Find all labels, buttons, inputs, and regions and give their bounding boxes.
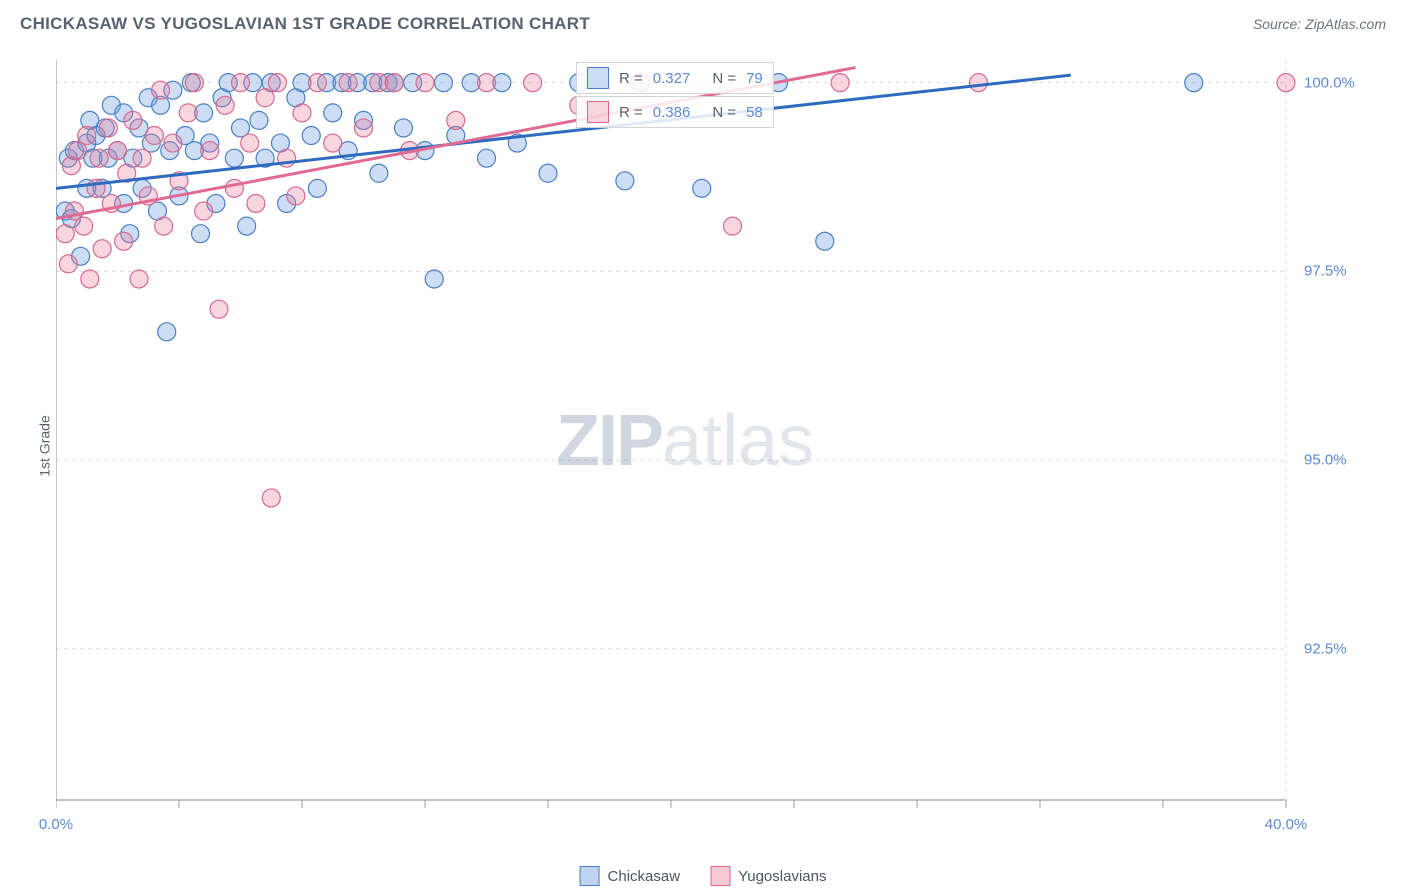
correlation-stats-box: R = 0.386 N = 58 xyxy=(576,96,774,128)
y-tick-label: 100.0% xyxy=(1304,74,1355,91)
bottom-legend: Chickasaw Yugoslavians xyxy=(580,866,827,886)
legend-label: Yugoslavians xyxy=(738,868,826,885)
y-tick-label: 95.0% xyxy=(1304,452,1347,469)
plot-svg xyxy=(56,60,1356,830)
x-tick-label: 0.0% xyxy=(39,816,73,833)
series-swatch-icon xyxy=(587,101,609,123)
legend-label: Chickasaw xyxy=(608,868,681,885)
r-label: R = xyxy=(619,104,643,121)
chart-header: CHICKASAW VS YUGOSLAVIAN 1ST GRADE CORRE… xyxy=(0,0,1406,48)
r-label: R = xyxy=(619,70,643,87)
n-label: N = xyxy=(712,104,736,121)
legend-item-chickasaw[interactable]: Chickasaw xyxy=(580,866,681,886)
legend-swatch-icon xyxy=(580,866,600,886)
n-value: 79 xyxy=(746,70,763,87)
chart-source: Source: ZipAtlas.com xyxy=(1253,16,1386,32)
r-value: 0.327 xyxy=(653,70,691,87)
r-value: 0.386 xyxy=(653,104,691,121)
scatter-plot: ZIPatlas R =0.327N =79R =0.386N =58 92.5… xyxy=(56,60,1356,830)
n-value: 58 xyxy=(746,104,763,121)
n-label: N = xyxy=(712,70,736,87)
series-swatch-icon xyxy=(587,67,609,89)
chart-title: CHICKASAW VS YUGOSLAVIAN 1ST GRADE CORRE… xyxy=(20,14,590,34)
y-tick-label: 97.5% xyxy=(1304,263,1347,280)
y-axis-label: 1st Grade xyxy=(37,415,53,476)
correlation-stats-box: R = 0.327 N = 79 xyxy=(576,62,774,94)
legend-item-yugoslavians[interactable]: Yugoslavians xyxy=(710,866,826,886)
legend-swatch-icon xyxy=(710,866,730,886)
x-tick-label: 40.0% xyxy=(1265,816,1308,833)
y-tick-label: 92.5% xyxy=(1304,640,1347,657)
